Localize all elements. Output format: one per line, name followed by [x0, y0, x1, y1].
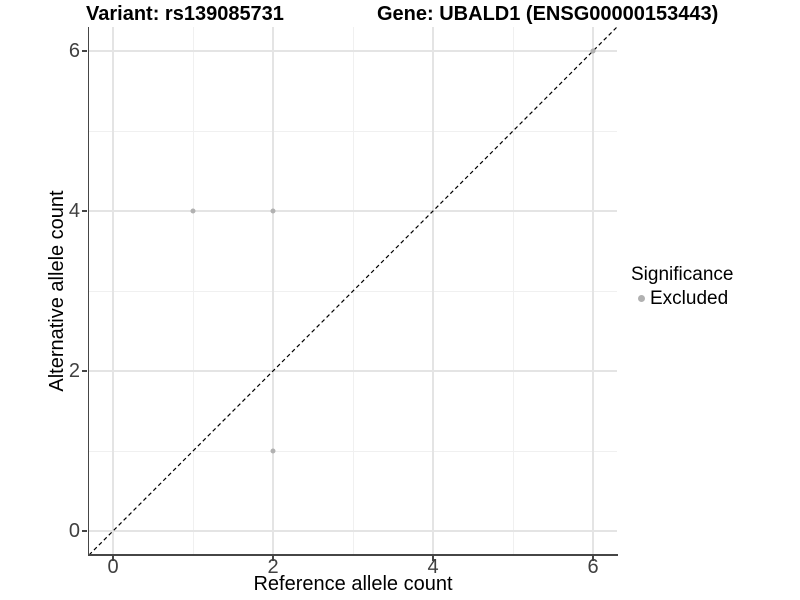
x-tick-mark	[592, 556, 594, 561]
x-major-gridline	[432, 27, 434, 555]
y-major-gridline	[89, 210, 617, 212]
y-tick-label: 6	[68, 40, 80, 62]
y-tick-mark	[82, 50, 87, 52]
legend-key	[635, 292, 648, 305]
data-point	[190, 208, 196, 214]
y-major-gridline	[89, 530, 617, 532]
x-tick-label: 2	[267, 556, 279, 578]
y-tick-label: 4	[68, 200, 80, 222]
legend: Significance Excluded	[631, 264, 733, 309]
gene-title: Gene: UBALD1 (ENSG00000153443)	[377, 3, 719, 25]
y-tick-mark	[82, 530, 87, 532]
legend-point-icon	[638, 295, 645, 302]
data-point	[590, 48, 596, 54]
legend-items: Excluded	[631, 288, 733, 309]
variant-title: Variant: rs139085731	[86, 3, 284, 25]
y-tick-label: 0	[68, 520, 80, 542]
y-tick-mark	[82, 210, 87, 212]
x-major-gridline	[112, 27, 114, 555]
x-tick-label: 6	[587, 556, 599, 578]
x-major-gridline	[592, 27, 594, 555]
y-axis-title: Alternative allele count	[46, 190, 68, 392]
legend-title: Significance	[631, 264, 734, 285]
identity-dashed-line	[88, 26, 618, 556]
data-point	[270, 448, 276, 454]
y-tick-mark	[82, 370, 87, 372]
x-tick-label: 4	[427, 556, 439, 578]
x-major-gridline	[272, 27, 274, 555]
x-axis-line	[87, 554, 618, 556]
identity-line-layer	[88, 26, 618, 556]
x-axis-title: Reference allele count	[253, 573, 453, 595]
y-tick-label: 2	[68, 360, 80, 382]
y-minor-gridline	[89, 450, 617, 452]
legend-item-label: Excluded	[650, 288, 729, 309]
x-tick-mark	[432, 556, 434, 561]
y-axis-line	[87, 27, 90, 556]
y-minor-gridline	[89, 130, 617, 132]
y-major-gridline	[89, 50, 617, 52]
data-point	[270, 208, 276, 214]
y-major-gridline	[89, 370, 617, 372]
x-tick-mark	[112, 556, 114, 561]
x-tick-label: 0	[107, 556, 119, 578]
legend-item: Excluded	[631, 288, 733, 309]
x-tick-mark	[272, 556, 274, 561]
plot-panel	[88, 26, 618, 556]
